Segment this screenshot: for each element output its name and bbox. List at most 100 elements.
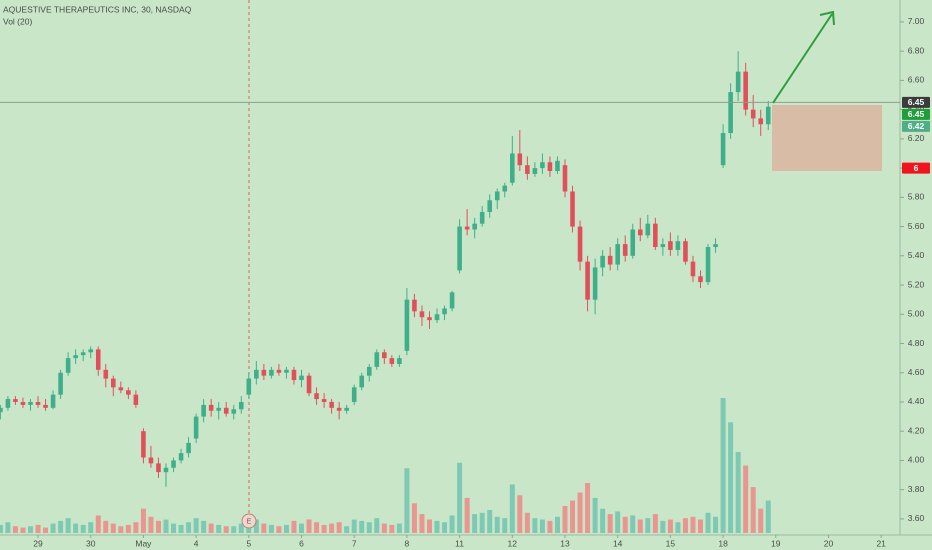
volume-bar <box>396 523 402 533</box>
volume-bar <box>125 524 131 533</box>
volume-bar <box>299 523 305 533</box>
x-tick-label: May <box>135 538 152 548</box>
volume-bar <box>43 527 49 533</box>
volume-bar <box>419 514 425 533</box>
candle-body <box>427 317 432 321</box>
volume-bar <box>660 520 666 533</box>
candle-body <box>5 399 11 408</box>
volume-bar <box>442 522 448 533</box>
candle-body <box>585 261 590 300</box>
candle-body <box>728 92 733 134</box>
x-tick-label: 14 <box>613 538 623 548</box>
volume-bar <box>449 515 455 533</box>
volume-bar <box>321 524 327 533</box>
volume-bar <box>750 487 756 533</box>
candle-body <box>389 358 395 364</box>
candle-body <box>472 223 477 230</box>
candle-body <box>65 358 71 373</box>
candle-body <box>88 349 94 353</box>
volume-bar <box>329 523 335 533</box>
volume-bar <box>155 520 161 533</box>
x-tick-label: 13 <box>560 538 570 548</box>
y-tick-label: 4.20 <box>908 425 925 435</box>
price-label-box <box>902 120 930 132</box>
volume-bar <box>524 512 530 533</box>
y-tick-label: 3.60 <box>908 513 925 523</box>
volume-bar <box>268 524 274 533</box>
candle-body <box>713 244 718 248</box>
candle-body <box>615 244 620 265</box>
volume-bar <box>645 518 651 533</box>
candle-body <box>208 404 214 411</box>
candle-body <box>299 375 304 381</box>
candle-body <box>464 226 470 230</box>
price-label: 6 <box>914 163 919 173</box>
candle-body <box>321 399 327 402</box>
y-tick-label: 7.00 <box>908 16 925 26</box>
candle-body <box>374 352 380 367</box>
volume-bar <box>570 500 576 533</box>
volume-bar <box>276 526 282 533</box>
candle-body <box>622 244 628 256</box>
volume-label: Vol (20) <box>3 16 32 26</box>
y-tick-label: 6.20 <box>908 133 925 143</box>
volume-bar <box>434 520 440 533</box>
volume-bar <box>359 520 365 533</box>
candle-body <box>532 168 538 174</box>
candle-body <box>577 226 583 262</box>
volume-bar <box>314 522 320 533</box>
volume-bar <box>426 519 432 533</box>
candle-body <box>600 255 605 268</box>
candle-body <box>743 71 748 110</box>
volume-bar <box>675 522 681 533</box>
volume-bar <box>381 523 387 533</box>
candle-body <box>291 369 297 381</box>
candle-body <box>223 407 229 414</box>
candle-body <box>201 404 206 417</box>
candle-body <box>118 387 124 391</box>
volume-bar <box>186 522 192 533</box>
candle-body <box>630 229 636 256</box>
volume-bar <box>690 516 696 533</box>
volume-bar <box>65 518 71 533</box>
volume-bar <box>178 524 184 533</box>
volume-bar <box>585 483 591 533</box>
volume-bar <box>95 515 101 533</box>
x-tick-label: 19 <box>771 538 781 548</box>
candle-body <box>148 457 154 464</box>
volume-bar <box>12 526 18 533</box>
candle-body <box>720 133 726 166</box>
candle-body <box>58 372 63 395</box>
volume-bar <box>743 465 749 533</box>
x-tick-label: 12 <box>508 538 518 548</box>
x-tick-label: 8 <box>405 538 410 548</box>
y-tick-label: 5.40 <box>908 250 925 260</box>
volume-bar <box>231 526 237 533</box>
candle-body <box>434 314 440 321</box>
candle-body <box>690 261 696 277</box>
target-arrow <box>772 13 833 104</box>
earnings-label: E <box>247 518 252 525</box>
y-tick-label: 5.80 <box>908 192 925 202</box>
y-tick-label: 4.00 <box>908 455 925 465</box>
volume-bar <box>201 520 207 533</box>
candle-body <box>382 352 387 359</box>
candle-body <box>525 165 530 174</box>
marks <box>0 51 900 533</box>
candle-body <box>336 407 342 411</box>
volume-bar <box>404 468 410 533</box>
volume-bar <box>592 497 598 533</box>
volume-bar <box>705 512 711 533</box>
candle-body <box>637 229 643 236</box>
candle-body <box>502 185 508 192</box>
volume-bar <box>103 520 109 533</box>
candle-body <box>570 191 575 227</box>
candle-body <box>171 460 176 468</box>
volume-bar <box>758 508 764 533</box>
candle-body <box>449 292 455 309</box>
candle-body <box>442 308 447 315</box>
price-label-box <box>902 108 930 120</box>
y-tick-label: 6.60 <box>908 75 925 85</box>
candle-body <box>276 369 282 373</box>
candle-body <box>110 378 116 388</box>
